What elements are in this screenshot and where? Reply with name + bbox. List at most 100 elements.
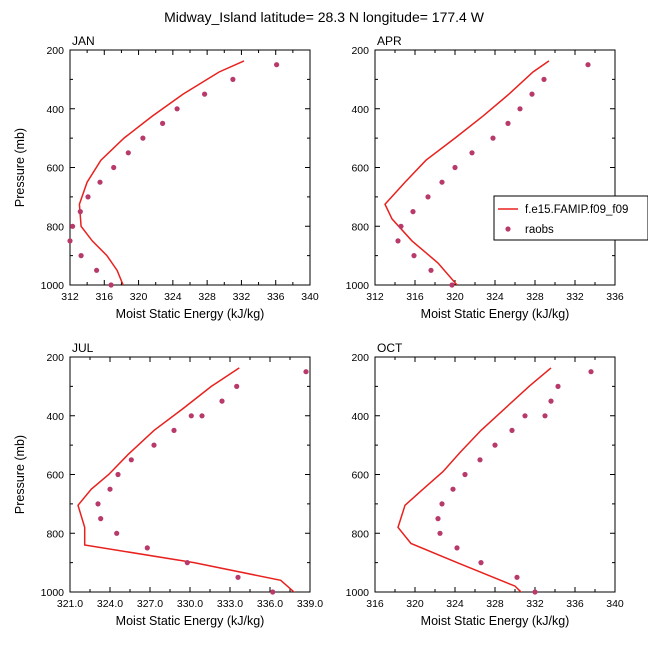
x-tick-label: 340 bbox=[301, 291, 319, 303]
x-axis-title: Moist Static Energy (kJ/kg) bbox=[116, 614, 265, 628]
raobs-point bbox=[505, 120, 511, 126]
raobs-point bbox=[522, 413, 528, 419]
y-tick-label: 200 bbox=[351, 45, 369, 57]
raobs-point bbox=[188, 413, 194, 419]
raobs-point bbox=[274, 62, 280, 68]
raobs-point bbox=[462, 471, 468, 478]
y-tick-label: 800 bbox=[351, 528, 369, 540]
raobs-point bbox=[439, 179, 445, 185]
raobs-point bbox=[115, 471, 121, 478]
raobs-point bbox=[77, 209, 83, 215]
raobs-point bbox=[111, 164, 117, 171]
raobs-point bbox=[425, 194, 431, 200]
panel-apr: APR 312 316 320 324 328 332 336 200 400 600 800 1000… bbox=[346, 34, 624, 321]
raobs-point bbox=[439, 501, 445, 507]
x-tick-label: 312 bbox=[366, 291, 384, 303]
x-tick-label: 332 bbox=[526, 598, 544, 610]
y-tick-label: 800 bbox=[46, 528, 64, 540]
raobs-point bbox=[492, 442, 498, 448]
y-tick-label: 1000 bbox=[41, 280, 65, 292]
x-tick-label: 336 bbox=[606, 291, 624, 303]
x-tick-label: 316 bbox=[366, 598, 384, 610]
x-tick-label: 330.0 bbox=[177, 598, 203, 610]
plot-frame bbox=[374, 49, 616, 286]
raobs-point bbox=[410, 209, 416, 215]
x-tick-label: 324 bbox=[446, 598, 464, 610]
raobs-point bbox=[398, 223, 404, 229]
raobs-point bbox=[219, 398, 225, 404]
raobs-point bbox=[437, 530, 443, 536]
x-tick-label: 336 bbox=[267, 291, 285, 303]
panel-label: APR bbox=[377, 34, 402, 48]
raobs-point bbox=[477, 457, 483, 463]
model-line bbox=[78, 60, 245, 285]
panel-label: JAN bbox=[72, 34, 95, 48]
raobs-point bbox=[235, 574, 241, 580]
x-tick-label: 340 bbox=[606, 598, 624, 610]
raobs-point bbox=[94, 267, 100, 273]
raobs-point bbox=[517, 106, 523, 112]
raobs-point bbox=[125, 150, 131, 156]
raobs-point bbox=[541, 76, 547, 82]
x-tick-label: 332 bbox=[566, 291, 584, 303]
raobs-point bbox=[184, 560, 190, 566]
x-tick-label: 320 bbox=[446, 291, 464, 303]
main-title: Midway_Island latitude= 28.3 N longitude… bbox=[164, 9, 485, 25]
x-tick-label: 324.0 bbox=[97, 598, 123, 610]
raobs-point bbox=[532, 589, 538, 595]
panel-label: OCT bbox=[377, 341, 403, 355]
raobs-point bbox=[199, 413, 205, 419]
raobs-point bbox=[450, 486, 456, 492]
y-axis-title: Pressure (mb) bbox=[13, 435, 27, 514]
y-tick-label: 200 bbox=[46, 352, 64, 364]
y-tick-label: 600 bbox=[46, 470, 64, 482]
panel-jan: JAN 312 316 320 324 328 332 336 340 200 400 600 800 1… bbox=[13, 34, 319, 321]
raobs-point bbox=[395, 238, 401, 244]
raobs-point bbox=[469, 150, 475, 156]
legend-label: raobs bbox=[525, 224, 554, 236]
x-tick-label: 316 bbox=[96, 291, 114, 303]
raobs-point bbox=[70, 223, 76, 229]
x-tick-label: 333.0 bbox=[217, 598, 243, 610]
raobs-point bbox=[588, 369, 594, 375]
raobs-point bbox=[548, 398, 554, 404]
raobs-point bbox=[411, 253, 417, 259]
raobs-point bbox=[108, 282, 114, 288]
raobs-point bbox=[144, 545, 150, 551]
raobs-point bbox=[78, 253, 84, 259]
raobs-point bbox=[230, 76, 236, 82]
raobs-point bbox=[107, 486, 113, 492]
x-tick-label: 336 bbox=[566, 598, 584, 610]
panels-group: JAN 312 316 320 324 328 332 336 340 200 400 600 800 1… bbox=[13, 34, 624, 628]
raobs-point bbox=[542, 413, 548, 419]
x-tick-label: 328 bbox=[526, 291, 544, 303]
raobs-point bbox=[585, 62, 591, 68]
y-tick-label: 400 bbox=[46, 104, 64, 116]
x-tick-label: 324 bbox=[486, 291, 504, 303]
raobs-point bbox=[529, 91, 535, 97]
panel-jul: JUL 321.0 324.0 327.0 330.0 333.0 336.0 339.0 20… bbox=[13, 341, 323, 628]
x-tick-label: 336.0 bbox=[257, 598, 283, 610]
x-axis-title: Moist Static Energy (kJ/kg) bbox=[421, 614, 570, 628]
x-tick-label: 332 bbox=[233, 291, 251, 303]
raobs-point bbox=[514, 574, 520, 580]
raobs-point bbox=[454, 545, 460, 551]
y-tick-label: 800 bbox=[46, 221, 64, 233]
x-axis-title: Moist Static Energy (kJ/kg) bbox=[116, 307, 265, 321]
raobs-point bbox=[140, 135, 146, 141]
raobs-point bbox=[95, 501, 101, 507]
x-tick-label: 316 bbox=[406, 291, 424, 303]
panel-oct: OCT 316 320 324 328 332 336 340 200 400 600 800 1000… bbox=[346, 341, 624, 628]
raobs-point bbox=[270, 589, 276, 595]
plot-frame bbox=[69, 356, 311, 593]
plot-frame bbox=[69, 49, 311, 286]
x-axis-title: Moist Static Energy (kJ/kg) bbox=[421, 307, 570, 321]
y-tick-label: 600 bbox=[351, 163, 369, 175]
raobs-point bbox=[234, 383, 240, 389]
raobs-point bbox=[449, 282, 455, 288]
raobs-point bbox=[509, 427, 515, 433]
x-tick-label: 324 bbox=[164, 291, 182, 303]
x-tick-label: 328 bbox=[198, 291, 216, 303]
